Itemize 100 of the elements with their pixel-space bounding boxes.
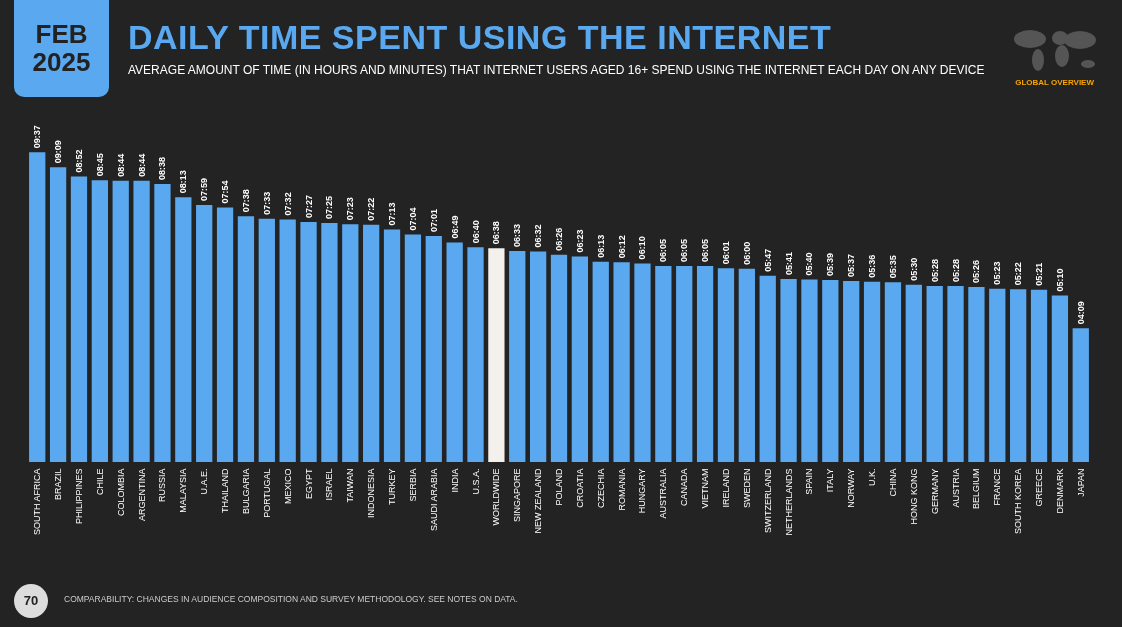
bar: [968, 287, 985, 462]
x-tick-label: POLAND: [554, 468, 564, 506]
data-label: 05:23: [992, 261, 1003, 285]
bar: [154, 183, 171, 462]
bar: [592, 261, 609, 462]
bar: [112, 180, 129, 462]
data-label: 08:13: [178, 170, 189, 194]
x-tick-label: PORTUGAL: [261, 468, 272, 518]
data-label: 06:49: [449, 215, 460, 239]
x-tick-label: EGYPT: [303, 468, 314, 500]
x-tick-label: ISRAEL: [324, 468, 335, 501]
bar: [634, 263, 651, 462]
data-label: 07:04: [407, 207, 418, 231]
x-tick-label: AUSTRIA: [950, 468, 961, 508]
bar: [822, 280, 839, 462]
data-label: 06:05: [700, 239, 711, 263]
x-tick-label: CHINA: [887, 468, 898, 497]
bar: [404, 234, 422, 462]
data-label: 06:26: [554, 227, 564, 251]
x-tick-label: MEXICO: [282, 468, 293, 505]
data-label: 07:01: [428, 208, 439, 232]
bar: [863, 281, 881, 462]
x-tick-label: U.A.E.: [199, 468, 210, 495]
x-tick-label: CANADA: [679, 468, 690, 507]
x-tick-label: NEW ZEALAND: [533, 468, 544, 534]
bar: [91, 180, 108, 462]
data-label: 06:38: [491, 221, 502, 245]
x-tick-label: BULGARIA: [240, 468, 251, 515]
text: COMPARABILITY: CHANGES IN AUDIENCE COMPOSITION AND SURVEY METHODOLOGY. SEE NOTES ON DATA.: [64, 594, 518, 604]
data-label: 07:27: [303, 195, 314, 219]
x-tick-label: CHILE: [94, 468, 105, 496]
bar: [529, 251, 547, 462]
data-label: 04:09: [1075, 301, 1086, 325]
bar: [467, 247, 484, 462]
bar: [905, 284, 922, 462]
text: FEB 2025: [14, 0, 109, 97]
bar: [425, 236, 442, 462]
data-label: 07:59: [199, 177, 210, 201]
chart-title: DAILY TIME SPENT USING THE INTERNET: [128, 18, 832, 57]
data-label: 05:10: [1054, 268, 1065, 292]
bar: [947, 285, 964, 462]
data-label: 07:33: [261, 191, 272, 215]
data-label: 05:21: [1034, 262, 1045, 286]
x-tick-label: TURKEY: [387, 468, 398, 506]
data-label: 07:23: [345, 197, 356, 221]
text: GLOBAL OVERVIEW: [1015, 78, 1094, 87]
data-label: 08:44: [136, 153, 147, 177]
bar: [550, 254, 568, 462]
bar: [780, 278, 797, 462]
x-tick-label: SWITZERLAND: [762, 468, 773, 534]
x-tick-label: IRELAND: [720, 468, 731, 508]
x-tick-label: GREECE: [1034, 468, 1045, 507]
bar: [1072, 328, 1089, 462]
data-label: 06:01: [720, 241, 731, 265]
data-label: 05:30: [908, 257, 919, 281]
data-label: 06:05: [658, 239, 669, 263]
bar: [383, 229, 401, 462]
data-label: 06:40: [470, 220, 481, 244]
x-tick-label: SWEDEN: [741, 468, 752, 509]
data-label: 07:25: [324, 196, 335, 220]
bar: [801, 279, 818, 462]
x-tick-label: SAUDI ARABIA: [428, 468, 439, 532]
data-label: 07:32: [282, 192, 293, 216]
x-tick-label: VIETNAM: [700, 468, 711, 509]
x-tick-label: MALAYSIA: [178, 468, 189, 513]
x-tick-label: CZECHIA: [595, 468, 606, 509]
x-tick-label: ITALY: [825, 468, 836, 493]
data-label: 05:28: [929, 258, 940, 282]
bar: [509, 251, 526, 462]
bar: [321, 223, 338, 462]
x-tick-label: NETHERLANDS: [783, 468, 794, 536]
bar: [237, 216, 255, 462]
data-label: 06:13: [595, 234, 606, 258]
data-label: 06:23: [574, 229, 585, 253]
x-tick-label: AUSTRALIA: [658, 468, 669, 519]
x-tick-label: GERMANY: [929, 468, 940, 515]
data-label: 05:28: [950, 258, 961, 282]
bar: [279, 219, 296, 462]
x-tick-label: COLOMBIA: [115, 468, 126, 517]
bar: [363, 224, 380, 462]
x-tick-label: TAIWAN: [345, 468, 356, 503]
x-tick-label: SINGAPORE: [512, 468, 523, 523]
bar: [342, 224, 359, 462]
bar: [676, 266, 693, 462]
x-tick-label: U.S.A.: [470, 468, 481, 495]
x-tick-label: INDIA: [449, 468, 460, 493]
data-label: 06:12: [616, 235, 627, 259]
data-label: 06:33: [512, 224, 523, 248]
bar: [446, 242, 463, 462]
x-tick-label: THAILAND: [220, 468, 231, 514]
x-tick-label: SOUTH KOREA: [1013, 468, 1024, 535]
data-label: 08:44: [115, 153, 126, 177]
bar: [216, 207, 234, 462]
bar: [70, 176, 88, 462]
bar: [1010, 289, 1027, 462]
bar: [571, 256, 589, 462]
bar: [1051, 295, 1069, 462]
data-label: 05:37: [846, 254, 857, 278]
chart-subtitle: AVERAGE AMOUNT OF TIME (IN HOURS AND MINUTES) THAT INTERNET USERS AGED 16+ SPEND USING THE INTERNET EACH DAY ON ANY DEVICE: [128, 63, 985, 77]
data-label: 08:38: [157, 156, 168, 180]
